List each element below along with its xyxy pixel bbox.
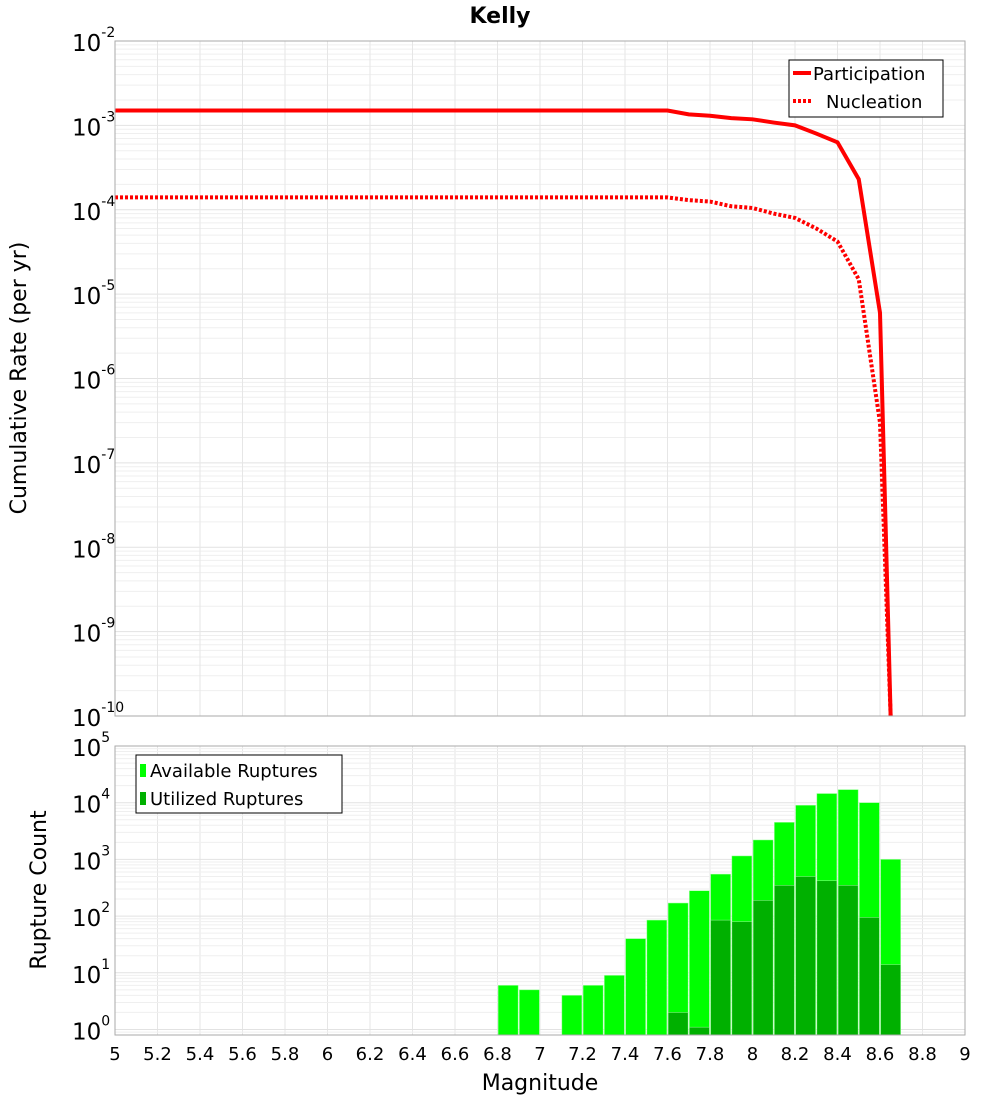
y-tick-label: 100	[72, 1014, 110, 1046]
bar-available	[519, 989, 540, 1036]
x-tick-label: 8.2	[781, 1044, 810, 1065]
legend-bottom: Available Ruptures Utilized Ruptures	[135, 754, 343, 814]
y-tick-label: 10-4	[72, 194, 115, 226]
x-tick-label: 7.8	[696, 1044, 725, 1065]
bar-available	[625, 938, 646, 1036]
y-tick-label: 10-6	[72, 363, 115, 395]
legend-box	[135, 754, 343, 814]
y-tick-exponent: -4	[101, 194, 115, 210]
x-tick-label: 8	[747, 1044, 758, 1065]
x-tick-label: 8.4	[823, 1044, 852, 1065]
x-tick-label: 6.4	[398, 1044, 427, 1065]
y-tick-label: 103	[72, 843, 110, 875]
x-tick-label: 6.8	[483, 1044, 512, 1065]
bar-utilized	[880, 964, 901, 1036]
bottom-plot-border	[114, 745, 966, 1036]
bar-utilized	[859, 917, 880, 1036]
y-tick-exponent: -10	[101, 700, 124, 716]
x-tick-label: 9	[959, 1044, 970, 1065]
x-tick-label: 8.6	[866, 1044, 895, 1065]
bar-utilized	[774, 885, 795, 1036]
bar-utilized	[752, 900, 774, 1036]
x-tick-label: 6.2	[356, 1044, 385, 1065]
y-tick-exponent: 0	[101, 1014, 110, 1030]
y-tick-exponent: 2	[101, 900, 110, 916]
y-tick-label: 10-7	[72, 447, 115, 479]
bar-available	[497, 985, 519, 1036]
bar-available	[582, 985, 604, 1036]
x-tick-label: 5.8	[271, 1044, 300, 1065]
y-axis-label: Cumulative Rate (per yr)	[7, 242, 32, 515]
y-tick-label: 10-3	[72, 109, 115, 141]
y-tick-exponent: -8	[101, 531, 115, 547]
y-tick-label: 10-9	[72, 616, 115, 648]
x-tick-label: 7.6	[653, 1044, 682, 1065]
x-tick-label: 5	[109, 1044, 120, 1065]
bar-utilized	[795, 876, 816, 1036]
y-axis-label-bottom: Rupture Count	[27, 810, 52, 970]
y-tick-label: 10-5	[72, 278, 115, 310]
y-tick-exponent: 4	[101, 787, 110, 803]
bar-utilized	[689, 1026, 710, 1036]
bar-available	[604, 975, 625, 1036]
series-line-nucleation	[115, 195, 893, 716]
bar-available	[646, 919, 668, 1036]
y-tick-exponent: -3	[101, 109, 115, 125]
chart-title: Kelly	[469, 4, 530, 29]
bar-utilized	[837, 885, 859, 1036]
y-tick-label: 102	[72, 900, 110, 932]
bar-utilized	[731, 921, 753, 1036]
y-tick-exponent: -7	[101, 447, 115, 463]
y-tick-label: 10-8	[72, 531, 115, 563]
legend-label: Available Ruptures	[150, 761, 318, 782]
x-tick-label: 8.8	[908, 1044, 937, 1065]
y-tick-label: 105	[72, 730, 110, 762]
x-tick-label: 5.2	[143, 1044, 172, 1065]
series-line-participation	[115, 108, 893, 716]
x-tick-label: 7	[534, 1044, 545, 1065]
x-tick-label: 6.6	[441, 1044, 470, 1065]
bar-utilized	[816, 880, 838, 1036]
bar-utilized	[667, 1012, 689, 1036]
y-tick-exponent: -9	[101, 616, 115, 632]
top-plot-border	[114, 40, 966, 717]
y-tick-exponent: -2	[101, 25, 115, 41]
y-tick-label: 10-2	[72, 25, 115, 57]
y-tick-exponent: -6	[101, 363, 115, 379]
x-axis-label: Magnitude	[482, 1071, 599, 1096]
y-tick-exponent: 3	[101, 843, 110, 859]
legend-label: Utilized Ruptures	[150, 789, 303, 810]
y-tick-exponent: 1	[101, 957, 110, 973]
y-tick-exponent: -5	[101, 278, 115, 294]
x-tick-label: 5.4	[186, 1044, 215, 1065]
bar-available	[561, 995, 583, 1036]
y-tick-exponent: 5	[101, 730, 110, 746]
x-tick-label: 5.6	[228, 1044, 257, 1065]
legend-top: Participation Nucleation	[788, 59, 944, 118]
legend-swatch	[140, 792, 146, 805]
x-tick-label: 7.4	[611, 1044, 640, 1065]
bar-available	[689, 890, 710, 1036]
bar-utilized	[710, 919, 731, 1036]
legend-box	[788, 59, 944, 118]
legend-label: Nucleation	[826, 92, 922, 113]
y-tick-label: 101	[72, 957, 110, 989]
x-tick-label: 7.2	[568, 1044, 597, 1065]
legend-swatch	[140, 764, 146, 777]
y-tick-label: 104	[72, 787, 110, 819]
legend-label: Participation	[813, 64, 925, 85]
x-tick-label: 6	[322, 1044, 333, 1065]
